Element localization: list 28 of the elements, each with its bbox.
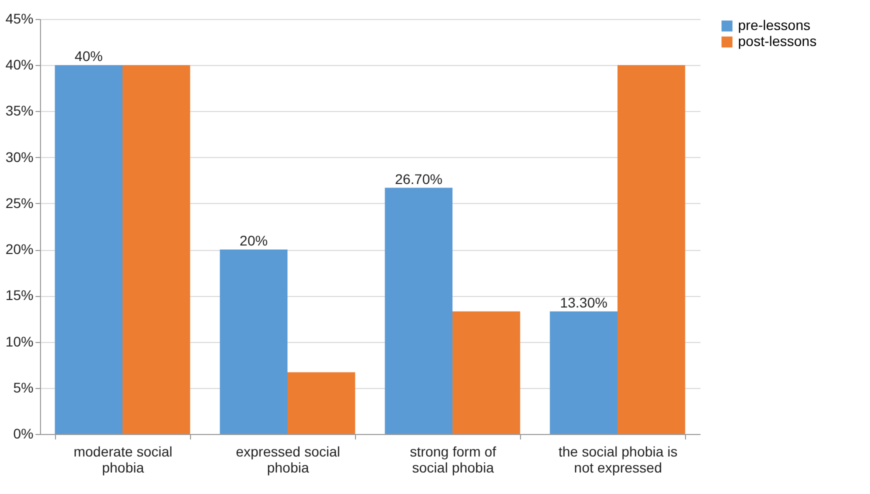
data-label: 40% (74, 48, 103, 64)
legend-label: pre-lessons (738, 17, 810, 33)
bar (452, 311, 520, 434)
x-tick-label: expressed social phobia (236, 444, 340, 476)
y-tick-label: 20% (5, 241, 34, 258)
bar (288, 372, 356, 434)
y-tick-label: 25% (5, 194, 34, 211)
y-tick-label: 5% (13, 379, 34, 396)
bar (122, 65, 190, 434)
data-label: 20% (240, 232, 268, 249)
x-tick-label: strong form of social phobia (410, 444, 496, 476)
y-tick-label: 45% (5, 10, 34, 26)
data-label: 13.30% (560, 294, 608, 310)
y-tick-label: 15% (5, 287, 34, 304)
y-tick-label: 0% (13, 426, 34, 442)
x-tick-label: the social phobia is not expressed (558, 444, 678, 476)
legend-label: post-lessons (738, 33, 817, 49)
bar (220, 250, 288, 434)
bar (618, 65, 686, 434)
bar (550, 311, 618, 434)
y-tick-label: 35% (5, 102, 34, 119)
bar (384, 188, 452, 434)
y-tick-label: 40% (5, 56, 34, 73)
data-label: 26.70% (394, 170, 442, 187)
y-tick-label: 30% (5, 148, 34, 165)
x-tick-label: moderate social phobia (74, 444, 172, 476)
y-tick-label: 10% (5, 333, 34, 350)
bar (54, 65, 122, 434)
